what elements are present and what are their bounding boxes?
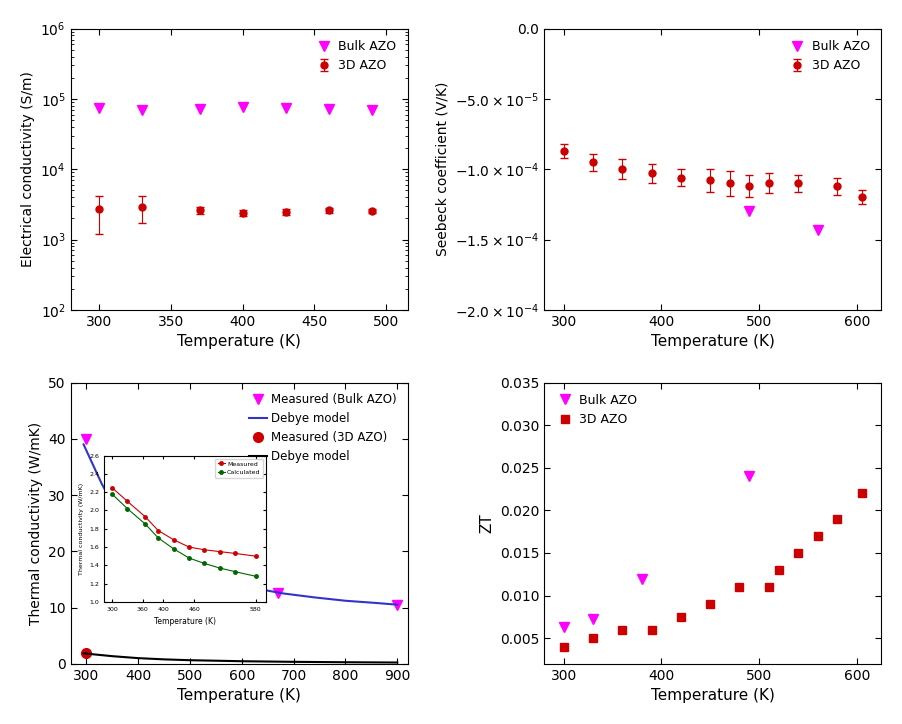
3D AZO [734,583,745,592]
Legend: Bulk AZO, 3D AZO: Bulk AZO, 3D AZO [309,35,401,77]
X-axis label: Temperature (K): Temperature (K) [177,334,301,349]
Bulk AZO [237,102,248,111]
Debye model [133,533,143,542]
Debye model [340,597,351,605]
Bulk AZO [94,104,105,112]
Debye model [112,508,123,516]
Y-axis label: Seebeck coefficient (V/K): Seebeck coefficient (V/K) [436,82,449,256]
Bulk AZO [137,106,148,114]
Measured (Bulk AZO) [81,434,92,443]
Debye model [236,657,247,665]
Debye model [78,440,89,449]
Debye model [97,479,107,488]
X-axis label: Temperature (K): Temperature (K) [650,689,775,703]
Bulk AZO [744,207,755,216]
Y-axis label: ZT: ZT [479,513,494,533]
Bulk AZO [587,615,598,624]
Debye model [195,569,206,578]
3D AZO [704,599,715,608]
Bulk AZO [366,106,377,114]
Debye model [278,589,289,598]
Line: Debye model: Debye model [84,445,397,605]
Bulk AZO [324,105,335,114]
X-axis label: Temperature (K): Temperature (K) [177,689,301,703]
Bulk AZO [281,104,291,112]
Debye model [174,561,185,570]
Line: Debye model: Debye model [84,653,397,662]
Debye model [133,654,143,662]
3D AZO [812,531,823,540]
3D AZO [617,626,628,634]
Debye model [246,584,257,592]
Debye model [185,656,196,665]
Y-axis label: Thermal conductivity (W/mK): Thermal conductivity (W/mK) [29,421,42,625]
X-axis label: Temperature (K): Temperature (K) [650,334,775,349]
3D AZO [763,583,774,592]
Legend: Bulk AZO, 3D AZO: Bulk AZO, 3D AZO [783,35,875,77]
Line: Bulk AZO: Bulk AZO [744,206,823,235]
Line: Bulk AZO: Bulk AZO [558,471,754,632]
Line: Measured (Bulk AZO): Measured (Bulk AZO) [81,434,402,610]
Line: Bulk AZO: Bulk AZO [95,101,377,114]
Measured (Bulk AZO) [236,586,247,595]
Measured (Bulk AZO) [189,530,200,539]
Debye model [391,658,402,667]
Debye model [159,655,170,664]
Debye model [391,600,402,609]
3D AZO [773,565,784,574]
3D AZO [793,549,804,557]
Y-axis label: Electrical conductivity (S/m): Electrical conductivity (S/m) [21,71,35,267]
3D AZO [832,515,842,523]
Debye model [371,599,382,607]
3D AZO [587,634,598,642]
3D AZO [856,489,867,497]
Debye model [308,593,319,602]
Debye model [288,657,299,666]
Debye model [221,578,232,586]
Bulk AZO [744,472,755,481]
Debye model [340,658,351,667]
3D AZO [646,626,657,634]
Debye model [153,550,164,558]
Debye model [78,649,89,657]
Bulk AZO [812,225,823,234]
Measured (Bulk AZO) [391,600,402,609]
Measured (Bulk AZO) [272,589,283,598]
Bulk AZO [194,105,205,114]
Legend: Bulk AZO, 3D AZO: Bulk AZO, 3D AZO [550,389,642,431]
3D AZO [558,642,569,651]
Bulk AZO [558,623,569,631]
3D AZO [676,613,686,621]
Bulk AZO [637,574,648,583]
Legend: Measured (Bulk AZO), Debye model, Measured (3D AZO), Debye model: Measured (Bulk AZO), Debye model, Measur… [244,389,401,468]
Line: 3D AZO: 3D AZO [559,489,866,651]
Debye model [106,652,117,660]
